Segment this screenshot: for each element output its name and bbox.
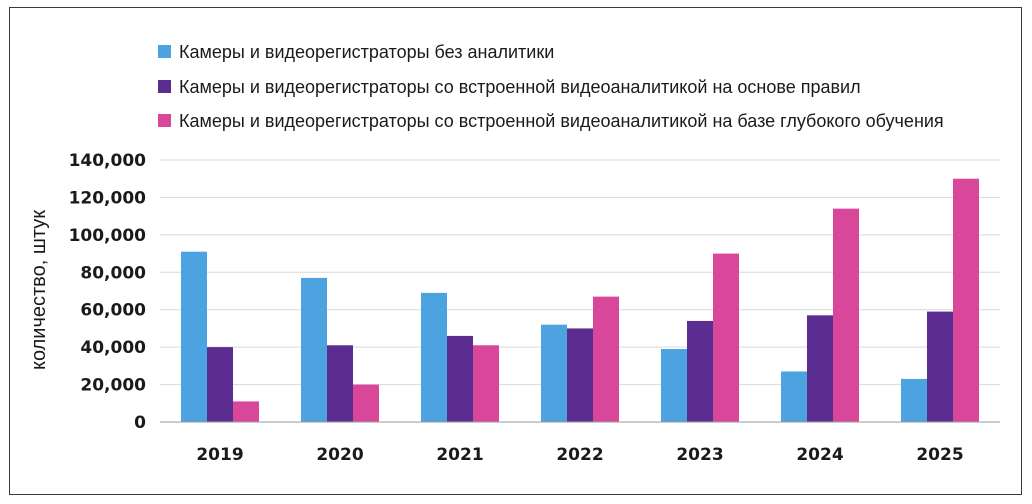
bar-deep-learning-2019 [233,401,259,422]
y-tick-label: 120,000 [69,188,147,208]
bar-deep-learning-2021 [473,345,499,422]
x-tick-label: 2020 [316,445,363,465]
bar-deep-learning-2023 [713,253,739,422]
legend-swatch-rule-based [158,80,171,93]
bar-deep-learning-2025 [953,178,979,422]
x-tick-label: 2024 [796,445,843,465]
y-tick-label: 60,000 [80,301,146,321]
bar-no-analytics-2021 [421,292,447,422]
bar-no-analytics-2025 [901,378,927,422]
y-tick-label: 20,000 [80,376,146,396]
bars [181,178,979,422]
x-tick-label: 2019 [196,445,243,465]
bar-no-analytics-2022 [541,324,567,422]
legend-label-rule-based: Камеры и видеорегистраторы со встроенной… [179,77,861,97]
bar-rule-based-2024 [807,315,833,422]
legend-label-no-analytics: Камеры и видеорегистраторы без аналитики [179,42,554,62]
x-tick-label: 2021 [436,445,483,465]
bar-deep-learning-2024 [833,208,859,422]
y-tick-label: 40,000 [80,338,146,358]
bar-rule-based-2021 [447,335,473,422]
x-tick-label: 2023 [676,445,723,465]
bar-rule-based-2019 [207,347,233,422]
bar-deep-learning-2020 [353,384,379,422]
bar-deep-learning-2022 [593,296,619,422]
y-tick-label: 80,000 [80,263,146,283]
bar-rule-based-2023 [687,320,713,422]
bar-no-analytics-2019 [181,251,207,422]
y-tick-label: 0 [134,413,146,433]
legend-swatch-no-analytics [158,45,171,58]
y-tick-label: 100,000 [69,226,147,246]
bar-no-analytics-2020 [301,277,327,422]
bar-rule-based-2020 [327,345,353,422]
x-tick-label: 2022 [556,445,603,465]
bar-no-analytics-2023 [661,349,687,422]
x-tick-label: 2025 [916,445,963,465]
bar-rule-based-2022 [567,328,593,422]
gridlines [160,159,1000,386]
bar-rule-based-2025 [927,311,953,422]
legend-swatch-deep-learning [158,114,171,127]
y-tick-labels: 0 20,000 40,000 60,000 80,000 100,000 120,000 1… [69,151,147,433]
chart-legend: Камеры и видеорегистраторы без аналитики… [158,42,944,131]
x-tick-labels: 2019 2020 2021 2022 2023 2024 2025 [196,445,963,465]
y-axis-label: количество, штук [28,210,50,370]
y-tick-label: 140,000 [69,151,147,171]
legend-label-deep-learning: Камеры и видеорегистраторы со встроенной… [179,111,944,131]
bar-no-analytics-2024 [781,371,807,422]
